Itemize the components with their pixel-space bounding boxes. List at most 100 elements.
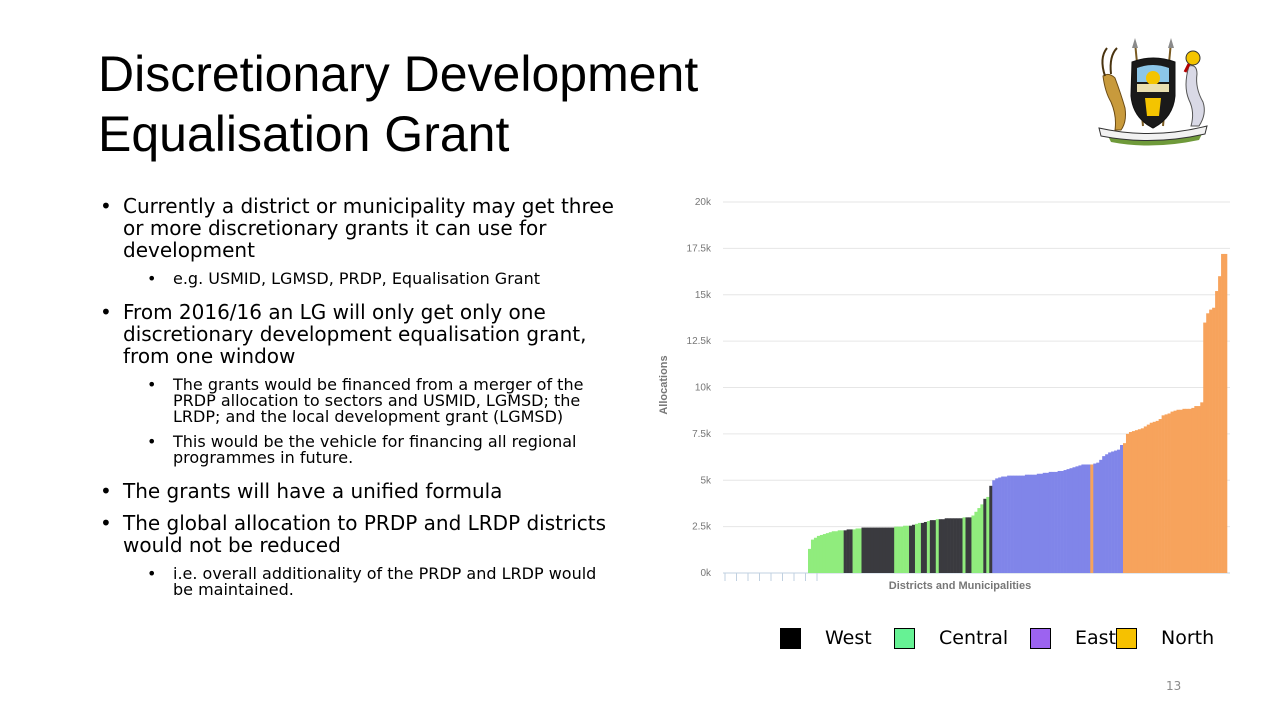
bar [1188,408,1192,573]
bar [903,525,907,573]
bar [950,518,954,573]
bar [1090,464,1094,573]
bar [1224,253,1228,573]
bar [1122,443,1127,573]
bar [834,531,839,573]
bar [1075,466,1079,573]
bar [935,519,940,573]
y-axis-label: Allocations [658,355,670,414]
bar [1179,409,1183,573]
y-tick-label: 12.5k [687,336,712,347]
bar [1051,471,1055,573]
bar [897,526,901,574]
bar [1176,409,1180,573]
bar [1194,406,1198,573]
slide-title: Discretionary Development Equalisation G… [98,44,858,164]
bar [1054,471,1058,573]
bar [941,519,945,573]
bar [1167,413,1171,573]
bar [1036,473,1041,573]
bar [1197,406,1201,573]
bar [1105,454,1109,573]
bar [923,521,928,573]
bar [1164,414,1168,573]
bar [1203,322,1207,573]
bar [1125,433,1130,574]
bar [1155,420,1159,573]
bar [929,520,934,573]
bar [932,520,937,573]
x-axis-label: Districts and Municipalities [889,580,1031,592]
bar [1140,428,1145,573]
bar [1057,470,1061,573]
bar [926,521,931,573]
bar [956,518,960,573]
bar [1149,422,1154,573]
bar [1102,456,1106,573]
bar [1161,415,1165,573]
bar [885,527,889,573]
bar [1131,431,1136,573]
bar [1010,475,1014,573]
bar [1170,411,1174,573]
bar [816,535,821,573]
bar [1060,470,1064,573]
sub-bullet-2-2: This would be the vehicle for financing … [147,434,613,466]
bar [1078,465,1082,573]
bullet-list: Currently a district or municipality may… [100,195,620,607]
bar [894,526,898,574]
bullet-1: Currently a district or municipality may… [100,195,620,261]
bar [876,527,880,573]
bar [852,529,856,573]
bar [1027,474,1032,573]
bar [825,533,830,573]
bar [1021,475,1026,573]
bar [900,526,904,574]
bar [1096,462,1100,573]
y-tick-label: 20k [695,197,712,208]
bar [1048,471,1052,573]
bar [1128,432,1133,573]
bar [864,527,868,573]
bar [980,504,984,573]
bar [983,498,987,573]
bar [1114,450,1118,573]
bar [947,518,951,573]
bar [858,528,862,573]
bar [1185,408,1189,573]
legend-swatch-central [894,627,915,649]
bar [920,522,925,573]
legend-item-north: North [1116,627,1214,649]
bar [914,523,919,573]
chart-axes: 0k 2.5k 5k 7.5k 10k 12.5k 15k 17.5k 20k [687,197,818,581]
bar [1045,472,1049,573]
bullet-3: The grants will have a unified formula [100,480,620,502]
y-tick-label: 15k [695,290,712,301]
bar [1033,474,1038,573]
legend-label-east: East [1075,627,1116,649]
legend-swatch-east [1030,627,1051,649]
bar [1108,452,1112,573]
bar [986,496,990,573]
bar [1218,276,1222,573]
bar [909,525,913,573]
y-tick-label: 5k [700,475,712,486]
sub-bullet-4-1: i.e. overall additionality of the PRDP a… [147,566,613,598]
bar [968,517,972,573]
bar [819,534,824,573]
allocations-bar-chart: 0k 2.5k 5k 7.5k 10k 12.5k 15k 17.5k 20k Allocati… [658,197,1230,592]
bar [1084,464,1088,573]
bar [1001,476,1005,573]
bar [1030,474,1035,573]
bar [1200,402,1204,573]
bar [1212,307,1216,573]
bar [846,529,850,573]
bar [855,528,859,573]
bar [879,527,883,573]
bar [831,531,836,573]
bar [810,539,815,573]
legend-swatch-west [780,627,801,649]
bar [1221,253,1225,573]
bar [843,530,847,573]
y-tick-label: 2.5k [692,522,712,533]
